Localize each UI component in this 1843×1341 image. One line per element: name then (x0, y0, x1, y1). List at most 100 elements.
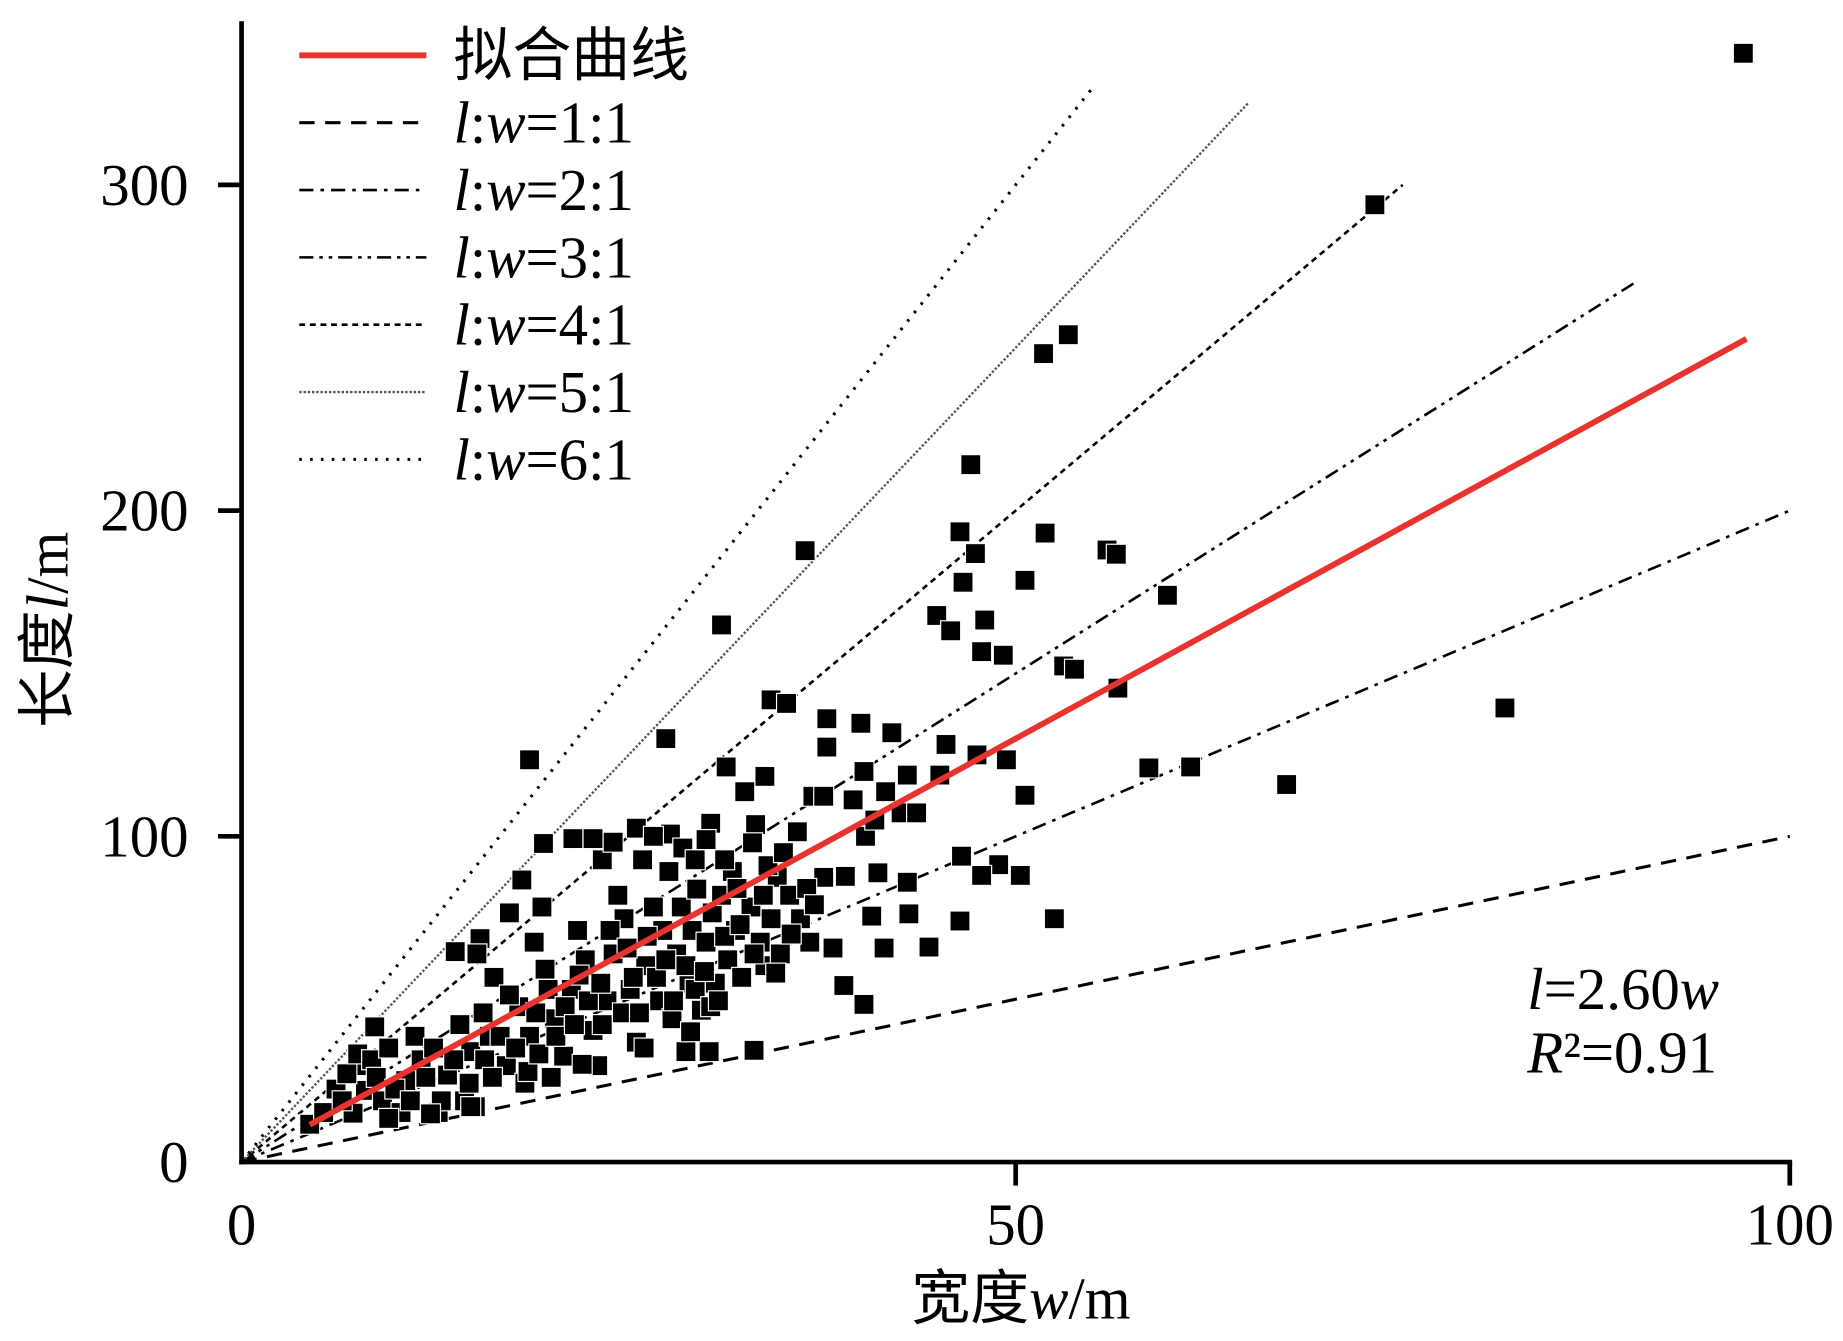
data-point (628, 1002, 651, 1024)
data-point (1364, 194, 1386, 216)
data-point (918, 936, 940, 958)
data-point (684, 849, 706, 871)
label-segment: w (486, 91, 525, 156)
label-segment: ²=0.91 (1563, 1021, 1717, 1086)
label-segment: : (470, 293, 486, 358)
data-point (545, 1025, 567, 1047)
data-point (553, 1045, 575, 1067)
data-point (655, 949, 677, 971)
data-point (813, 785, 835, 807)
label-segment: 宽度 (911, 1267, 1029, 1332)
data-point (950, 845, 973, 867)
legend: 拟合曲线l:w=1:1l:w=2:1l:w=3:1l:w=4:1l:w=5:1l… (299, 23, 689, 492)
data-point (1732, 42, 1754, 64)
label-segment: w (1680, 957, 1719, 1022)
data-point (404, 1025, 426, 1047)
data-point (562, 828, 584, 850)
data-point (964, 542, 987, 565)
data-point (906, 802, 928, 824)
data-point (786, 821, 808, 843)
data-point (743, 943, 765, 965)
label-segment: 拟合曲线 (454, 23, 689, 88)
label-segment: : (470, 91, 486, 156)
data-point (693, 960, 716, 983)
data-point (1180, 756, 1202, 778)
data-point (662, 990, 685, 1012)
data-point (710, 614, 733, 636)
data-point (881, 722, 903, 744)
data-point (935, 733, 957, 756)
label-segment: l (1527, 957, 1543, 1022)
data-point (590, 972, 612, 994)
data-point (1014, 784, 1036, 806)
data-point (336, 1063, 358, 1085)
legend-item: 拟合曲线 (299, 23, 689, 88)
data-point (695, 931, 717, 953)
data-point (633, 1037, 655, 1059)
r-squared: R²=0.91 (1526, 1021, 1717, 1086)
data-point (1057, 324, 1079, 346)
data-point (531, 896, 553, 918)
label-segment: 长度 (15, 610, 80, 728)
data-point (1014, 569, 1036, 591)
data-point (949, 910, 971, 932)
data-point (399, 1090, 421, 1112)
data-point (1156, 584, 1179, 606)
data-point (695, 828, 717, 851)
data-point (744, 813, 767, 836)
label-segment: =1:1 (525, 91, 633, 156)
data-point (974, 609, 996, 631)
data-point (686, 878, 708, 900)
data-point (765, 962, 787, 984)
data-point (481, 1066, 503, 1088)
data-point (794, 540, 816, 562)
y-axis-label: 长度l/m (15, 532, 80, 728)
data-point (670, 896, 692, 918)
legend-label: l:w=1:1 (454, 91, 634, 156)
label-segment: =3:1 (525, 225, 633, 290)
data-point (842, 789, 864, 811)
data-point (752, 884, 774, 906)
data-point (760, 908, 782, 930)
data-point (675, 1041, 697, 1063)
legend-label: l:w=2:1 (454, 158, 634, 223)
axis-ticks (218, 182, 1793, 1186)
label-segment: l (454, 91, 470, 156)
data-point (995, 749, 1017, 771)
label-segment: w (486, 225, 525, 290)
data-point (834, 865, 856, 887)
fit-line (308, 336, 1748, 1128)
label-segment: /m (15, 532, 80, 594)
data-point (661, 1008, 683, 1030)
data-point (511, 869, 533, 891)
data-point (449, 1013, 471, 1036)
data-point (582, 828, 604, 850)
data-point (822, 937, 844, 959)
legend-label: l:w=3:1 (454, 225, 634, 290)
data-point (971, 864, 993, 887)
data-point (528, 1043, 550, 1065)
data-point (1034, 522, 1056, 544)
label-segment: w (486, 427, 525, 492)
data-point (813, 866, 835, 888)
ratio-line-2 (241, 509, 1791, 1164)
data-point (734, 781, 756, 803)
label-segment: l (454, 360, 470, 425)
data-point (658, 860, 680, 883)
x-tick-label: 100 (1746, 1192, 1834, 1257)
data-point (472, 1002, 494, 1024)
data-point (1105, 543, 1127, 565)
ratio-lines (240, 86, 1791, 1164)
legend-label: l:w=6:1 (454, 427, 634, 492)
data-point (875, 781, 897, 803)
data-point (833, 974, 855, 997)
data-point (780, 923, 802, 945)
data-point (1032, 343, 1055, 365)
data-point (861, 905, 883, 927)
ratio-line-6 (240, 86, 1095, 1163)
legend-item: l:w=6:1 (299, 427, 634, 492)
data-point (769, 943, 791, 965)
data-point (498, 902, 521, 924)
legend-item: l:w=2:1 (299, 158, 634, 223)
